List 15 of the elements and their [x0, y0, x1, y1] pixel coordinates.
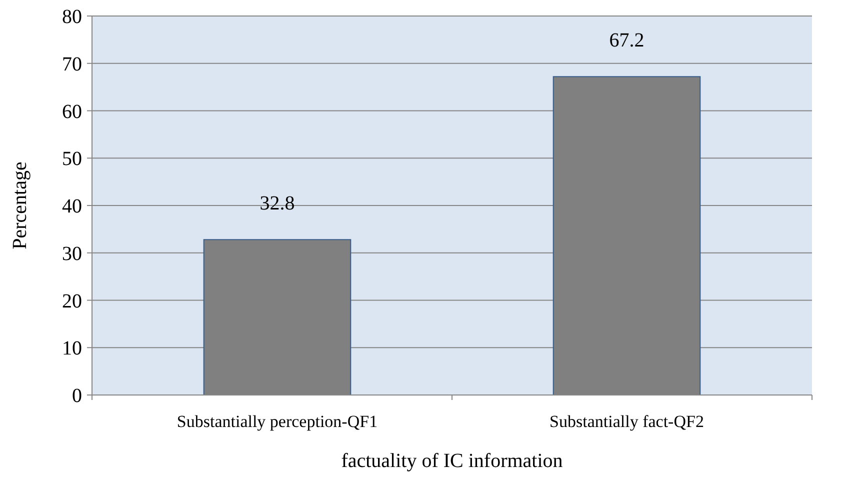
- y-tick-label: 0: [72, 385, 82, 407]
- y-tick-label: 50: [62, 148, 82, 170]
- data-label: 32.8: [260, 192, 295, 215]
- y-tick-label: 30: [62, 242, 82, 265]
- y-tick-label: 10: [62, 338, 82, 360]
- x-tick-label: Substantially perception-QF1: [176, 412, 378, 431]
- y-axis-title: Percentage: [9, 162, 31, 250]
- x-tick-label: Substantially fact-QF2: [550, 412, 704, 431]
- x-axis-title: factuality of IC information: [341, 450, 563, 472]
- y-tick-label: 60: [62, 100, 82, 123]
- y-tick-label: 80: [62, 6, 82, 28]
- y-tick-label: 20: [62, 290, 82, 312]
- y-tick-label: 70: [62, 53, 82, 76]
- y-tick-label: 40: [62, 196, 82, 218]
- data-label: 67.2: [609, 30, 644, 52]
